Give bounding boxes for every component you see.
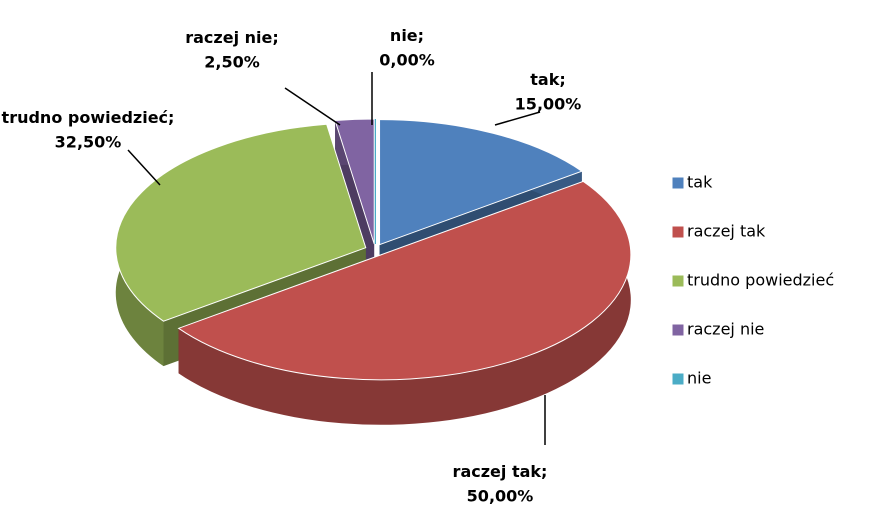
data-label: raczej tak; xyxy=(453,462,548,481)
leader-line xyxy=(284,87,341,126)
legend-swatch xyxy=(671,323,685,337)
label-separator: ; xyxy=(272,28,278,47)
data-label: tak; xyxy=(530,70,566,89)
leader-line xyxy=(127,149,161,186)
data-label-value: 32,50% xyxy=(55,133,122,152)
pie-slice xyxy=(177,180,632,425)
legend-label: tak xyxy=(687,173,713,192)
legend-label: raczej tak xyxy=(687,222,766,241)
leader-line xyxy=(494,111,541,126)
slice-wall xyxy=(178,181,631,425)
data-label: nie; xyxy=(390,26,424,45)
legend-swatch xyxy=(671,372,685,386)
data-label-value: 15,00% xyxy=(515,95,582,114)
legend-swatch xyxy=(671,225,685,239)
label-category: raczej nie xyxy=(185,28,272,47)
legend-label: raczej nie xyxy=(687,320,764,339)
data-label: trudno powiedzieć; xyxy=(2,108,175,127)
label-separator: ; xyxy=(541,462,547,481)
legend-swatch xyxy=(671,176,685,190)
data-label: raczej nie; xyxy=(185,28,279,47)
label-separator: ; xyxy=(418,26,424,45)
label-separator: ; xyxy=(168,108,174,127)
legend-label: nie xyxy=(687,369,711,388)
label-category: raczej tak xyxy=(453,462,542,481)
data-label-value: 2,50% xyxy=(204,53,260,72)
data-label-value: 0,00% xyxy=(379,51,435,70)
slice-top xyxy=(115,123,367,322)
pie-slice xyxy=(334,118,375,290)
slice-top xyxy=(177,180,632,381)
slice-top xyxy=(334,118,375,245)
legend-label: trudno powiedzieć xyxy=(687,271,834,290)
label-separator: ; xyxy=(559,70,565,89)
data-label-value: 50,00% xyxy=(467,487,534,506)
label-category: nie xyxy=(390,26,418,45)
slice-top xyxy=(379,119,583,246)
label-category: tak xyxy=(530,70,559,89)
label-category: trudno powiedzieć xyxy=(2,108,168,127)
legend-swatch xyxy=(671,274,685,288)
